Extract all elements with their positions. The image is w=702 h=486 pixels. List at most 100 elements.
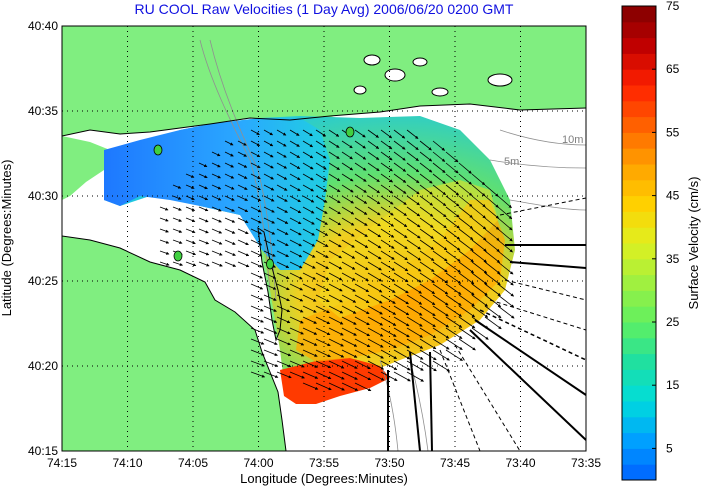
velocity-arrow xyxy=(328,173,341,182)
station-marker xyxy=(173,250,183,262)
velocity-arrow xyxy=(198,195,209,201)
velocity-arrow xyxy=(484,283,501,297)
radar-lines xyxy=(387,197,586,451)
velocity-arrow xyxy=(406,371,424,382)
velocity-arrow xyxy=(198,250,210,256)
velocity-arrow xyxy=(172,206,182,211)
velocity-arrow xyxy=(198,206,209,212)
velocity-arrow xyxy=(406,261,422,272)
velocity-arrow xyxy=(341,338,358,347)
velocity-arrow xyxy=(406,228,421,239)
velocity-arrow xyxy=(185,261,197,267)
x-tick-label: 74:05 xyxy=(178,456,208,470)
velocity-arrow xyxy=(276,283,290,291)
velocity-arrow xyxy=(315,162,327,170)
land-southwest xyxy=(62,236,286,451)
velocity-arrow xyxy=(250,261,263,268)
velocity-arrow xyxy=(406,250,422,261)
velocity-arrow xyxy=(289,239,302,247)
velocity-arrow xyxy=(367,206,381,216)
velocity-arrow xyxy=(315,217,328,225)
velocity-arrow xyxy=(367,228,382,238)
velocity-arrow xyxy=(458,206,473,218)
velocity-arrow xyxy=(458,250,474,263)
velocity-arrow xyxy=(445,239,461,251)
velocity-arrow xyxy=(224,140,234,146)
velocity-arrow xyxy=(497,283,515,297)
velocity-arrow xyxy=(263,349,278,356)
velocity-arrow xyxy=(302,129,313,137)
velocity-arrow xyxy=(497,195,512,209)
velocity-arrow xyxy=(406,316,423,327)
velocity-arrow xyxy=(276,316,291,324)
velocity-arrow xyxy=(341,162,354,171)
colorbar-segment xyxy=(622,290,656,307)
velocity-arrow xyxy=(302,195,315,203)
velocity-arrow xyxy=(432,228,448,240)
velocity-arrow xyxy=(354,382,372,392)
velocity-arrow xyxy=(276,294,290,302)
velocity-arrow xyxy=(380,250,395,260)
velocity-arrow xyxy=(276,173,288,180)
velocity-arrow xyxy=(341,228,355,237)
velocity-arrow xyxy=(432,173,446,184)
velocity-arrow xyxy=(341,371,358,380)
velocity-arrow xyxy=(445,316,463,328)
velocity-arrow xyxy=(302,239,316,247)
velocity-arrow xyxy=(419,228,434,239)
velocity-arrow xyxy=(237,151,247,157)
velocity-arrow xyxy=(367,272,383,282)
velocity-arrow xyxy=(172,217,182,222)
velocity-arrow xyxy=(367,217,381,227)
colorbar-segment xyxy=(622,69,656,86)
velocity-arrow xyxy=(354,349,371,359)
velocity-arrow xyxy=(367,305,383,315)
velocity-arrow xyxy=(445,162,459,174)
velocity-arrow xyxy=(393,250,408,261)
x-axis-label: Longitude (Degrees:Minutes) xyxy=(240,471,408,486)
velocity-arrow xyxy=(484,239,500,252)
velocity-arrow xyxy=(250,184,261,191)
velocity-arrow xyxy=(315,239,329,247)
velocity-arrow xyxy=(198,228,209,234)
velocity-arrow xyxy=(250,239,263,246)
velocity-arrow xyxy=(172,195,182,200)
colorbar-ticks: 75 65 55 45 35 25 15 5 xyxy=(652,0,680,455)
velocity-arrow xyxy=(315,327,331,336)
velocity-arrow xyxy=(289,349,305,357)
velocity-arrow xyxy=(328,217,342,226)
velocity-arrow xyxy=(185,217,196,223)
velocity-arrow xyxy=(315,360,332,369)
y-tick-label: 40:35 xyxy=(28,104,58,118)
velocity-arrow xyxy=(406,206,421,217)
velocity-arrow xyxy=(354,129,366,138)
velocity-arrow xyxy=(159,261,170,266)
velocity-arrow xyxy=(198,173,208,178)
velocity-arrow xyxy=(471,195,486,208)
velocity-arrow xyxy=(224,173,235,179)
velocity-arrow xyxy=(354,140,366,149)
velocity-arrow xyxy=(484,195,499,208)
velocity-arrow xyxy=(458,316,476,329)
velocity-arrow xyxy=(159,206,169,211)
velocity-arrow xyxy=(250,360,265,367)
velocity-arrow xyxy=(289,129,300,136)
velocity-arrow xyxy=(302,338,318,346)
velocity-arrow xyxy=(159,217,169,222)
x-tick-label: 73:55 xyxy=(309,456,339,470)
velocity-arrow xyxy=(419,261,435,272)
colorbar-label: Surface Velocity (cm/s) xyxy=(686,177,701,310)
velocity-arrow xyxy=(237,261,250,268)
velocity-arrow xyxy=(341,184,354,193)
velocity-arrow xyxy=(185,250,196,256)
velocity-arrow xyxy=(432,140,446,151)
velocity-arrow xyxy=(367,184,381,194)
velocity-arrow xyxy=(250,349,265,356)
velocity-arrow xyxy=(354,217,368,226)
velocity-arrow xyxy=(471,184,486,197)
velocity-arrow xyxy=(263,129,274,136)
velocity-arrow xyxy=(445,283,462,295)
velocity-arrow xyxy=(432,151,446,162)
velocity-arrow xyxy=(315,250,329,258)
